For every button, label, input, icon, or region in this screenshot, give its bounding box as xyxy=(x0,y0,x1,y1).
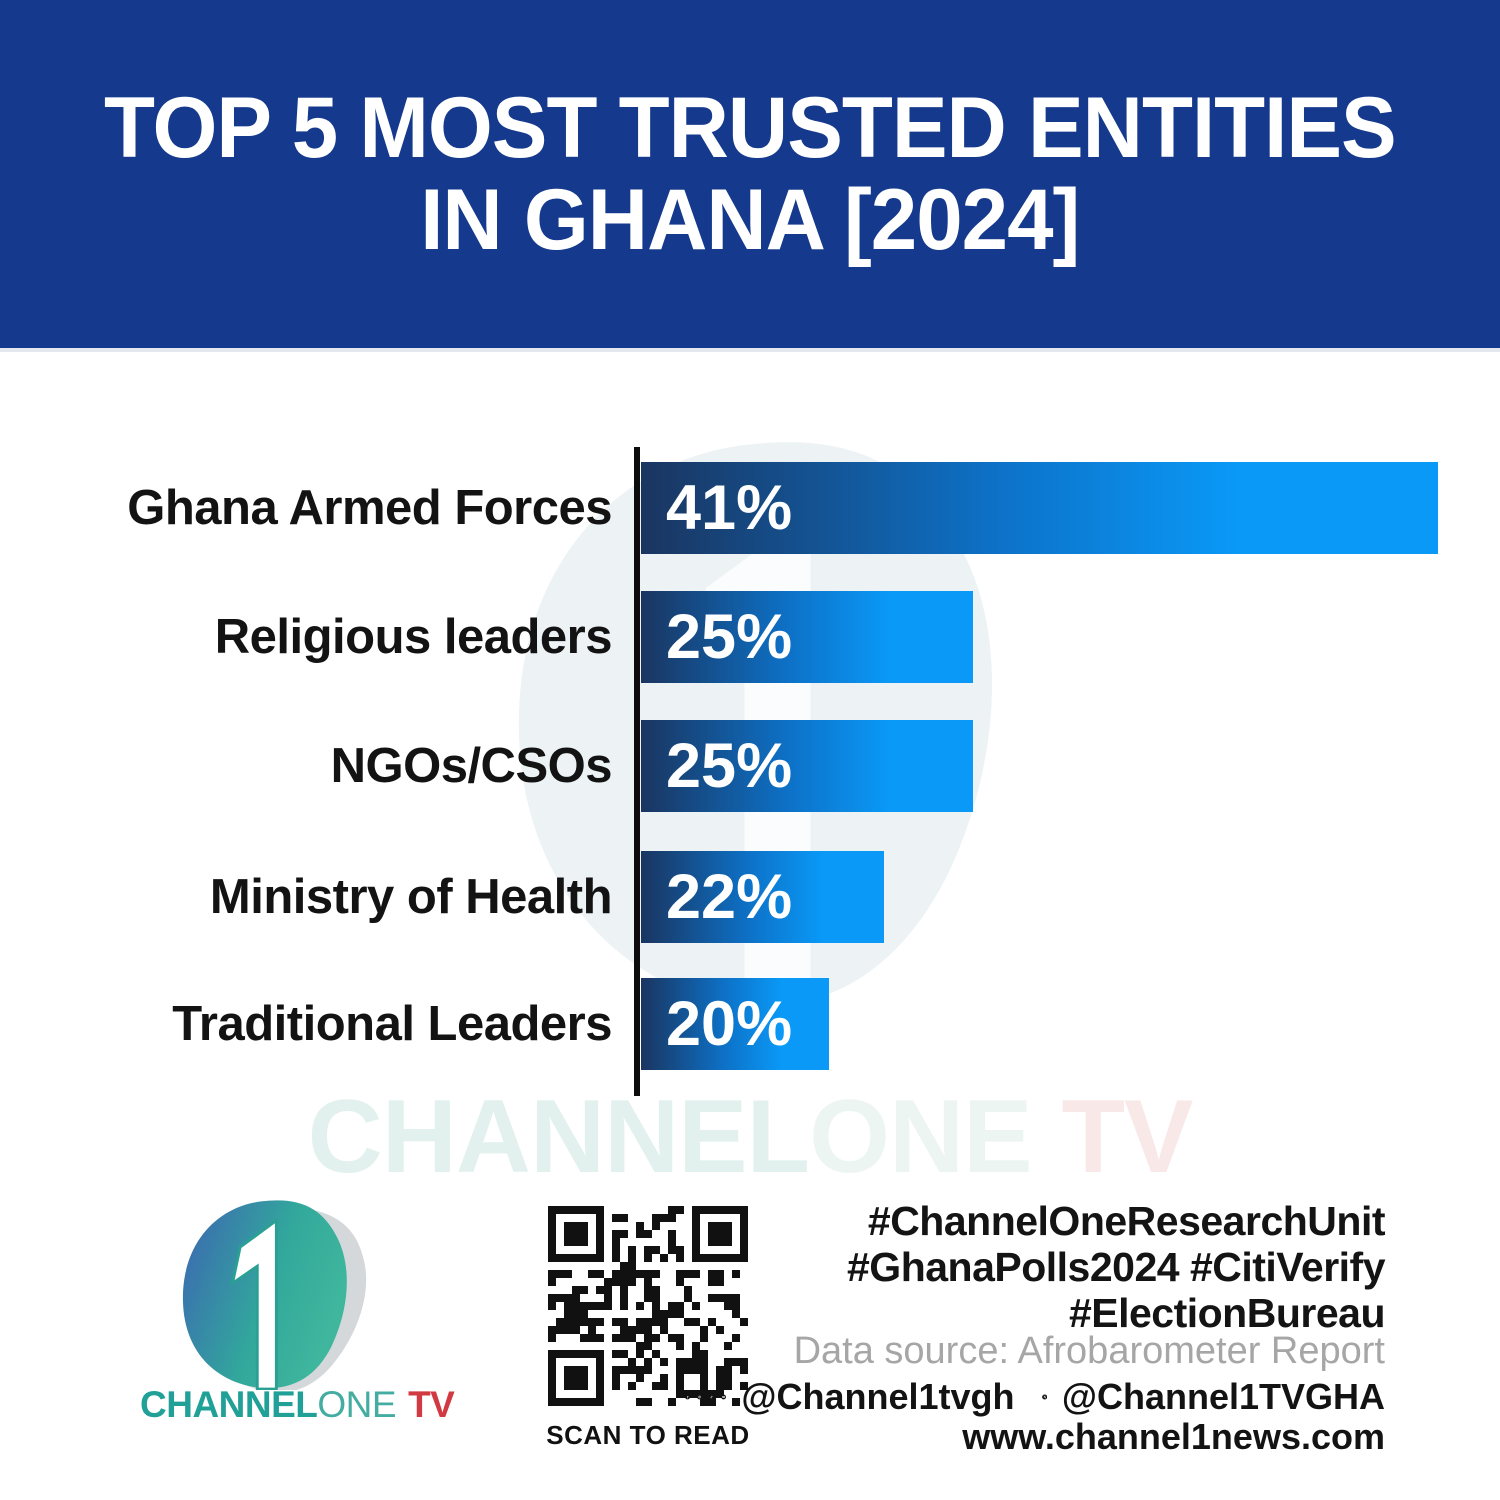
website-url: www.channel1news.com xyxy=(962,1416,1385,1457)
qr-caption: SCAN TO READ xyxy=(546,1420,750,1450)
social-handle-1: @Channel1tvgh xyxy=(741,1376,1015,1417)
qr-code xyxy=(548,1206,748,1406)
bar-traditional-leaders: 20% xyxy=(641,978,829,1070)
logo-wordmark: CHANNELONE TV xyxy=(140,1384,455,1426)
hashtag-line-1: #ChannelOneResearchUnit xyxy=(867,1198,1386,1244)
bar-value-traditional-leaders: 20% xyxy=(666,989,793,1059)
category-label-ngos-csos: NGOs/CSOs xyxy=(330,739,613,793)
page-title-line-2: IN GHANA [2024] xyxy=(420,172,1080,268)
category-label-ministry-of-health: Ministry of Health xyxy=(209,870,613,924)
category-label-traditional-leaders: Traditional Leaders xyxy=(172,997,612,1051)
category-label-religious-leaders: Religious leaders xyxy=(214,610,613,664)
hashtag-line-3: #ElectionBureau xyxy=(1068,1290,1386,1336)
data-source: Data source: Afrobarometer Report xyxy=(793,1330,1385,1372)
bar-ministry-of-health: 22% xyxy=(641,851,884,943)
bar-ghana-armed-forces: 41% xyxy=(641,462,1438,554)
page-title-line-1: TOP 5 MOST TRUSTED ENTITIES xyxy=(104,80,1397,176)
bar-row-ministry-of-health: Ministry of Health 22% xyxy=(0,851,1500,943)
social-handle-2: @Channel1TVGHA xyxy=(1061,1376,1385,1417)
instagram-icon xyxy=(697,1394,703,1400)
bar-row-ngos-csos: NGOs/CSOs 25% xyxy=(0,720,1500,812)
wordmark-one: ONE xyxy=(317,1384,397,1425)
watermark-one: ONE xyxy=(809,1079,1032,1195)
hashtag-line-2: #GhanaPolls2024 #CitiVerify xyxy=(847,1244,1386,1290)
x-icon xyxy=(1041,1394,1047,1400)
bar-religious-leaders: 25% xyxy=(641,591,973,683)
youtube-icon xyxy=(721,1394,727,1400)
bar-row-religious-leaders: Religious leaders 25% xyxy=(0,591,1500,683)
watermark-text: CHANNELONE TV xyxy=(0,1078,1500,1197)
bar-row-ghana-armed-forces: Ghana Armed Forces 41% xyxy=(0,462,1500,554)
svg-text:f: f xyxy=(687,1395,689,1399)
bar-value-religious-leaders: 25% xyxy=(666,602,793,672)
wordmark-channel: CHANNEL xyxy=(140,1384,318,1425)
header-banner: TOP 5 MOST TRUSTED ENTITIES IN GHANA [20… xyxy=(0,0,1500,348)
category-label-ghana-armed-forces: Ghana Armed Forces xyxy=(127,481,612,535)
tiktok-icon xyxy=(709,1394,715,1400)
logo-mark xyxy=(182,1200,367,1390)
bar-row-traditional-leaders: Traditional Leaders 20% xyxy=(0,978,1500,1070)
watermark-channel: CHANNEL xyxy=(307,1079,810,1195)
watermark-tv: TV xyxy=(1061,1079,1193,1195)
y-axis-line xyxy=(634,447,640,1096)
bar-ngos-csos: 25% xyxy=(641,720,973,812)
social-row: f @Channel1tvgh @Channel1TVGHA xyxy=(685,1376,1385,1418)
facebook-icon: f xyxy=(685,1394,690,1400)
channel-one-logo xyxy=(182,1200,367,1390)
wordmark-tv: TV xyxy=(408,1384,455,1425)
bar-value-ministry-of-health: 22% xyxy=(666,862,793,932)
bar-value-ngos-csos: 25% xyxy=(666,731,793,801)
bar-value-ghana-armed-forces: 41% xyxy=(666,473,793,543)
hashtags: #ChannelOneResearchUnit #GhanaPolls2024 … xyxy=(785,1198,1386,1336)
